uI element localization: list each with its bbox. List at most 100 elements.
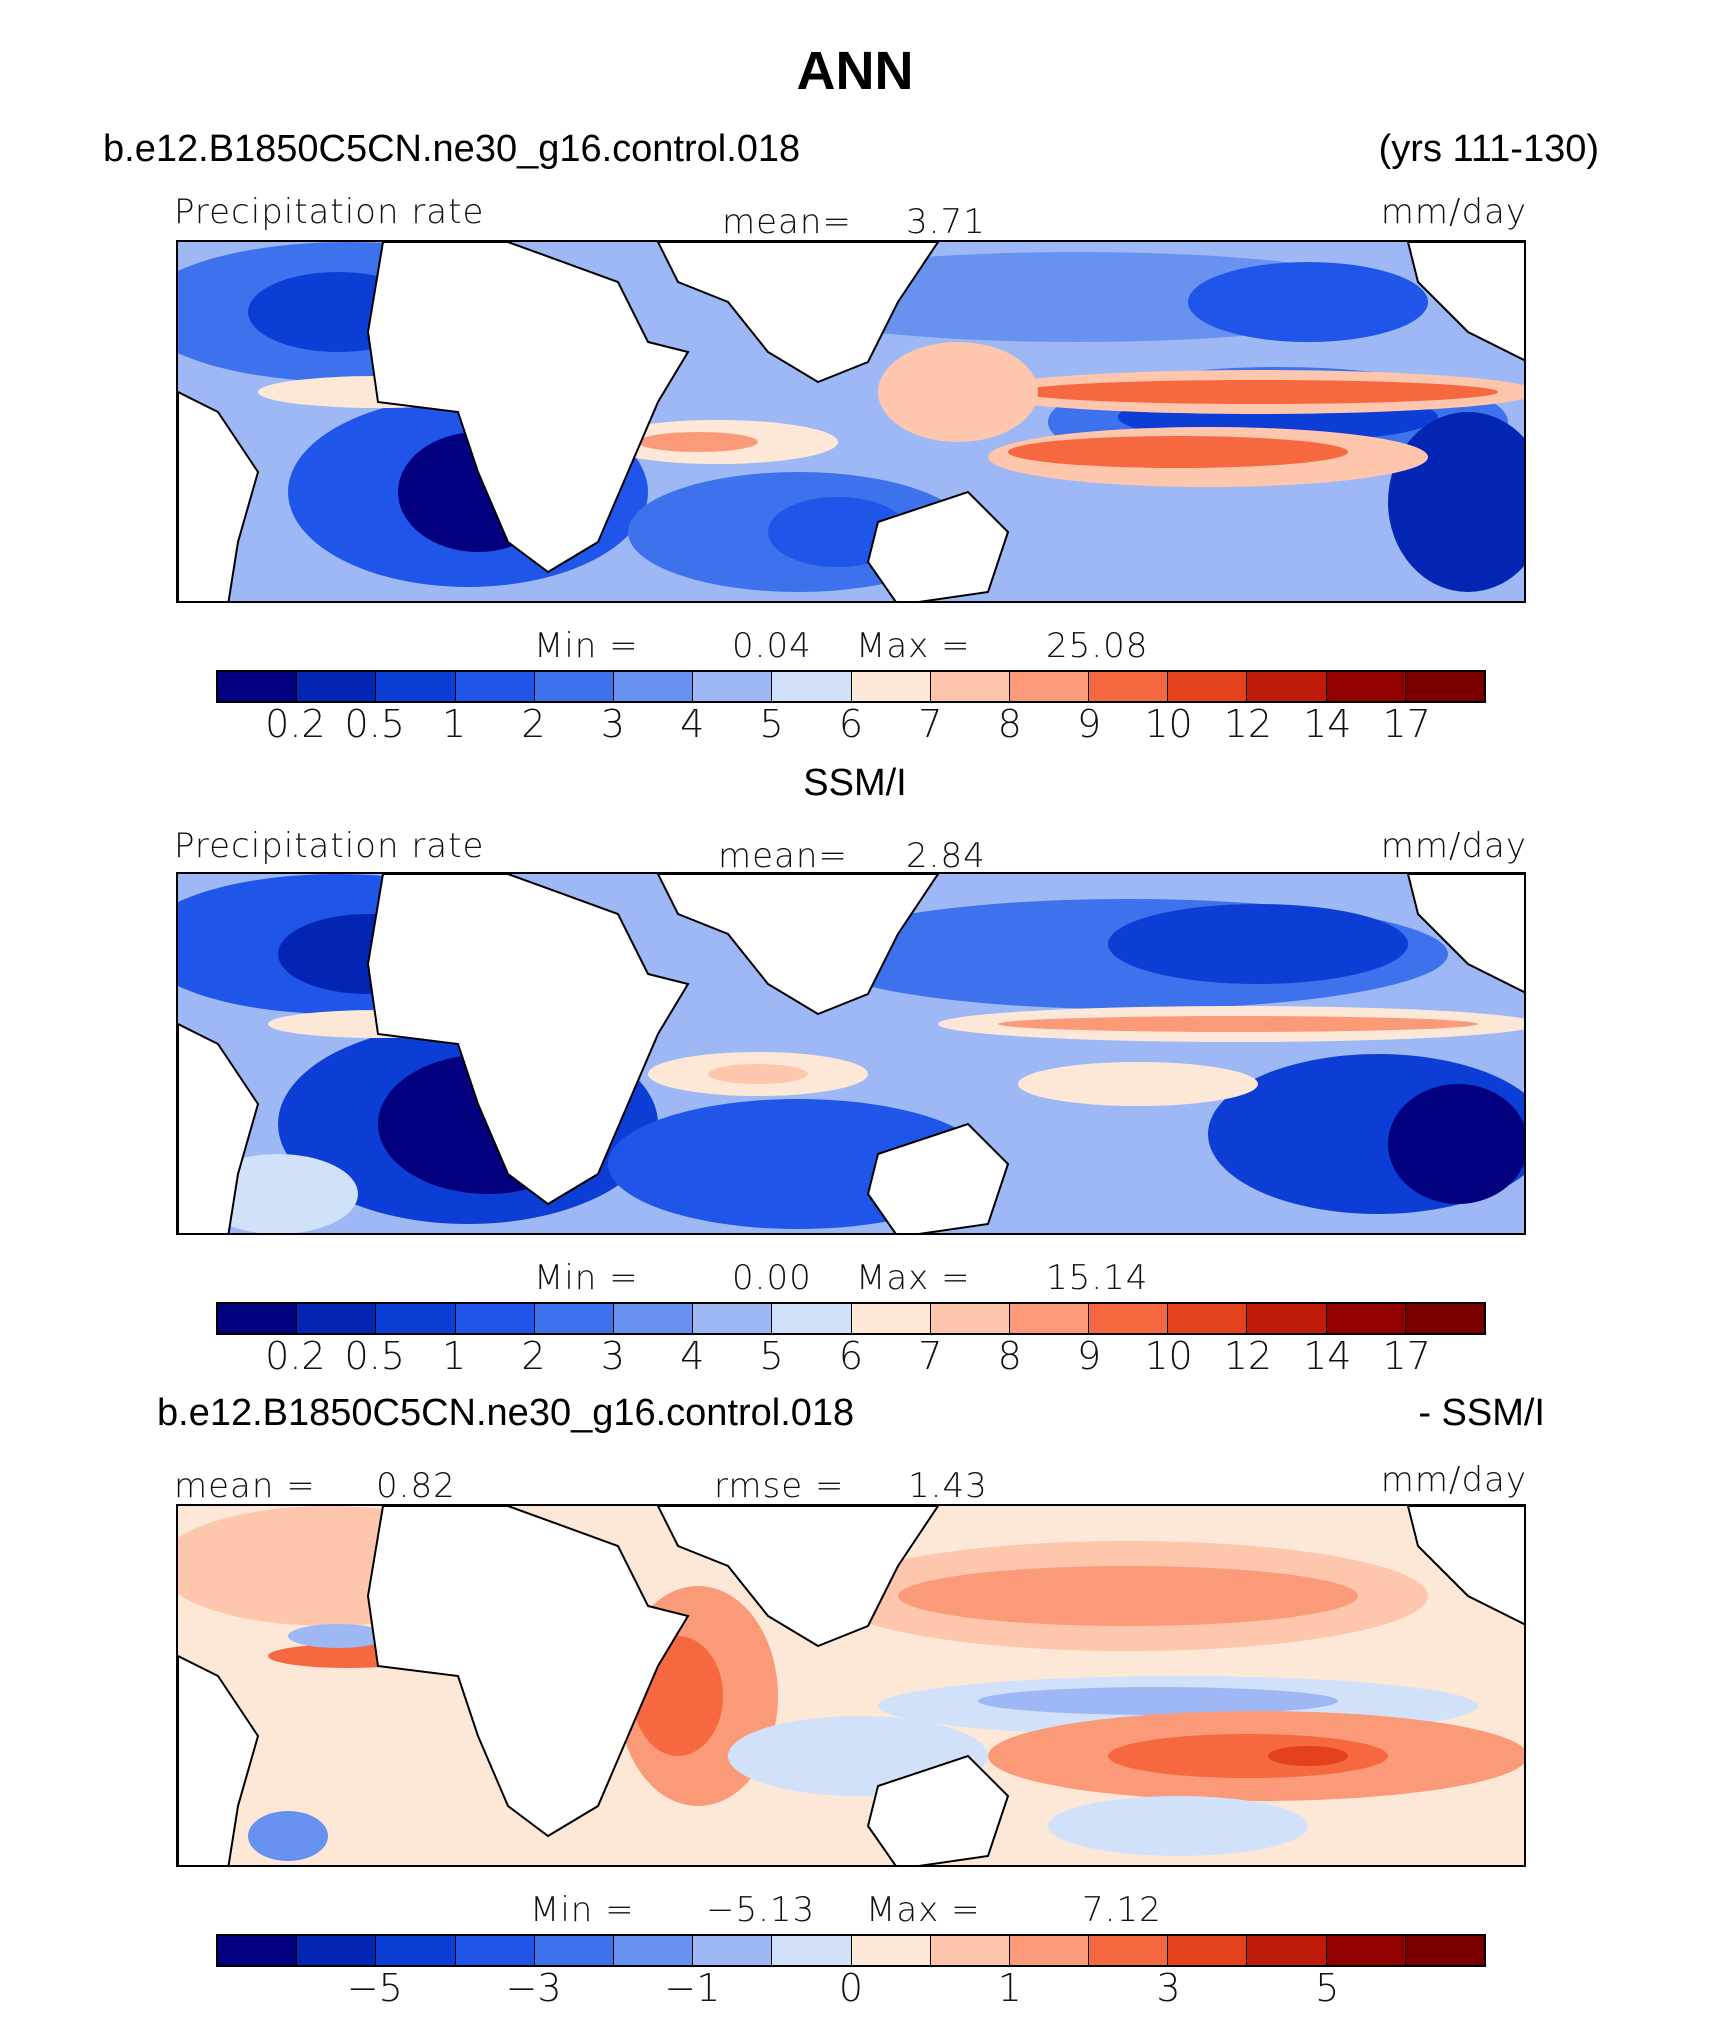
colorbar-cell: [1168, 1936, 1248, 1965]
colorbar-difference: [216, 1934, 1486, 1967]
colorbar-cell: [772, 1304, 852, 1333]
colorbar-cell: [1089, 1304, 1169, 1333]
colorbar-cell: [851, 672, 931, 701]
mean-label: mean=: [718, 836, 848, 876]
colorbar-cell: [297, 672, 377, 701]
colorbar-tick-label: 10: [1144, 702, 1193, 746]
colorbar-tick-label: −3: [505, 1966, 562, 2010]
colorbar-cell: [613, 672, 694, 701]
mean-value: 0.82: [376, 1466, 456, 1506]
colorbar-cell: [1089, 672, 1169, 701]
figure-title: ANN: [796, 41, 914, 101]
colorbar-cell: [851, 1304, 931, 1333]
colorbar-cell: [1089, 1936, 1169, 1965]
colorbar-cell: [1326, 1936, 1406, 1965]
colorbar-tick-label: 0: [838, 1966, 864, 2010]
colorbar-tick-label: 8: [997, 1334, 1022, 1378]
colorbar-tick-label: 12: [1223, 1334, 1273, 1378]
colorbar-tick-label: 4: [680, 702, 705, 746]
colorbar-cell: [1168, 1304, 1248, 1333]
min-value: 0.00: [732, 1258, 812, 1298]
colorbar-cell: [376, 672, 456, 701]
colorbar-cell: [455, 672, 535, 701]
rmse-value: 1.43: [908, 1466, 988, 1506]
colorbar-cell: [455, 1936, 535, 1965]
colorbar-cell: [772, 672, 852, 701]
colorbar-tick-label: 0.5: [344, 702, 405, 746]
min-value: −5.13: [706, 1890, 816, 1930]
colorbar-cell: [534, 1304, 614, 1333]
colorbar-tick-label: 4: [680, 1334, 705, 1378]
case-label: b.e12.B1850C5CN.ne30_g16.control.018: [157, 1392, 855, 1434]
colorbar-cell: [1247, 672, 1327, 701]
colorbar-tick-label: 7: [918, 702, 943, 746]
colorbar-cell: [930, 672, 1010, 701]
colorbar-cell: [613, 1936, 694, 1965]
obs-title: SSM/I: [803, 762, 907, 804]
colorbar-cell: [693, 1304, 773, 1333]
colorbar-cell: [455, 1304, 535, 1333]
colorbar-tick-label: 17: [1382, 702, 1431, 746]
colorbar-cell: [376, 1936, 456, 1965]
min-label: Min =: [530, 1890, 635, 1930]
colorbar-cell: [218, 672, 298, 701]
mean-value: 2.84: [906, 836, 986, 876]
model-precip-map: [176, 240, 1526, 603]
colorbar-cell: [613, 1304, 694, 1333]
colorbar-tick-label: 17: [1382, 1334, 1431, 1378]
colorbar-cell: [297, 1304, 377, 1333]
min-value: 0.04: [732, 626, 812, 666]
colorbar-tick-label: 1: [997, 1966, 1022, 2010]
min-label: Min =: [534, 1258, 639, 1298]
colorbar-cell: [218, 1304, 298, 1333]
colorbar-tick-label: 3: [600, 702, 625, 746]
colorbar-tick-label: 0.2: [265, 1334, 326, 1378]
max-value: 7.12: [1082, 1890, 1162, 1930]
mean-label: mean =: [174, 1466, 316, 1506]
colorbar-cell: [1009, 1936, 1090, 1965]
min-label: Min =: [534, 626, 639, 666]
colorbar-tick-label: 12: [1223, 702, 1273, 746]
colorbar-cell: [1326, 1304, 1406, 1333]
colorbar-cell: [376, 1304, 456, 1333]
case-label: b.e12.B1850C5CN.ne30_g16.control.018: [103, 128, 801, 170]
colorbar-tick-label: 0.5: [344, 1334, 405, 1378]
colorbar-tick-label: 5: [1315, 1966, 1340, 2010]
colorbar-cell: [218, 1936, 298, 1965]
colorbar-cell: [1009, 672, 1090, 701]
colorbar-tick-label: 5: [759, 1334, 784, 1378]
colorbar-tick-label: −1: [664, 1966, 721, 2010]
colorbar-tick-label: −5: [346, 1966, 403, 2010]
max-label: Max =: [856, 626, 971, 666]
diff-label: - SSM/I: [1418, 1392, 1545, 1434]
colorbar-cell: [851, 1936, 931, 1965]
variable-label: Precipitation rate: [174, 192, 485, 232]
colorbar-tick-label: 5: [759, 702, 784, 746]
colorbar-tick-label: 9: [1077, 1334, 1102, 1378]
colorbar-cell: [534, 672, 614, 701]
colorbar-tick-label: 8: [997, 702, 1022, 746]
colorbar-tick-label: 14: [1303, 1334, 1352, 1378]
colorbar-tick-label: 7: [918, 1334, 943, 1378]
colorbar-tick-label: 1: [442, 1334, 467, 1378]
colorbar-cell: [693, 672, 773, 701]
obs-precip-map: [176, 872, 1526, 1235]
colorbar-tick-label: 2: [521, 702, 546, 746]
colorbar-cell: [930, 1304, 1010, 1333]
years-label: (yrs 111-130): [1378, 128, 1599, 170]
colorbar-tick-label: 6: [838, 1334, 864, 1378]
colorbar-cell: [297, 1936, 377, 1965]
colorbar-cell: [1405, 1304, 1484, 1333]
colorbar-cell: [1405, 1936, 1484, 1965]
max-label: Max =: [856, 1258, 971, 1298]
units-label: mm/day: [1380, 826, 1527, 866]
colorbar-cell: [693, 1936, 773, 1965]
max-value: 25.08: [1046, 626, 1149, 666]
colorbar-tick-label: 3: [600, 1334, 625, 1378]
colorbar-cell: [1009, 1304, 1090, 1333]
colorbar-tick-label: 10: [1144, 1334, 1193, 1378]
colorbar-cell: [1247, 1304, 1327, 1333]
colorbar-cell: [930, 1936, 1010, 1965]
colorbar-cell: [534, 1936, 614, 1965]
colorbar-tick-label: 9: [1077, 702, 1102, 746]
